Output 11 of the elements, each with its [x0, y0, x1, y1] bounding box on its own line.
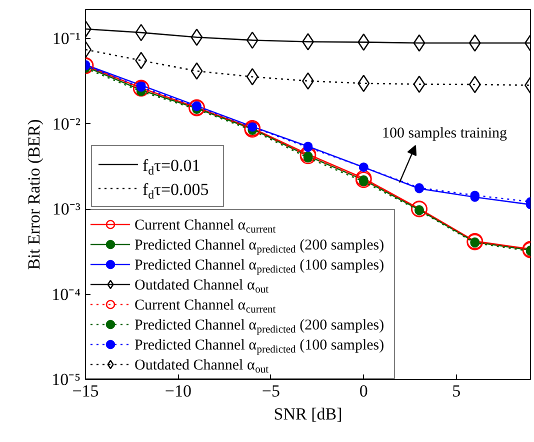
y-tick-label: 10⁻²	[52, 114, 81, 134]
y-tick-label: 10⁻³	[52, 200, 81, 219]
y-axis-title: Bit Error Ratio (BER)	[24, 119, 44, 270]
x-tick-label: −10	[164, 382, 192, 400]
x-tick-label: 0	[359, 382, 368, 400]
y-tick-label: 10⁻¹	[52, 29, 81, 48]
x-tick-label: 5	[452, 382, 461, 400]
annotation: 100 samples training	[382, 126, 508, 142]
x-tick-label: −5	[262, 382, 280, 400]
x-axis-title: SNR [dB]	[274, 404, 342, 424]
y-tick-label: 10⁻⁴	[52, 284, 81, 304]
